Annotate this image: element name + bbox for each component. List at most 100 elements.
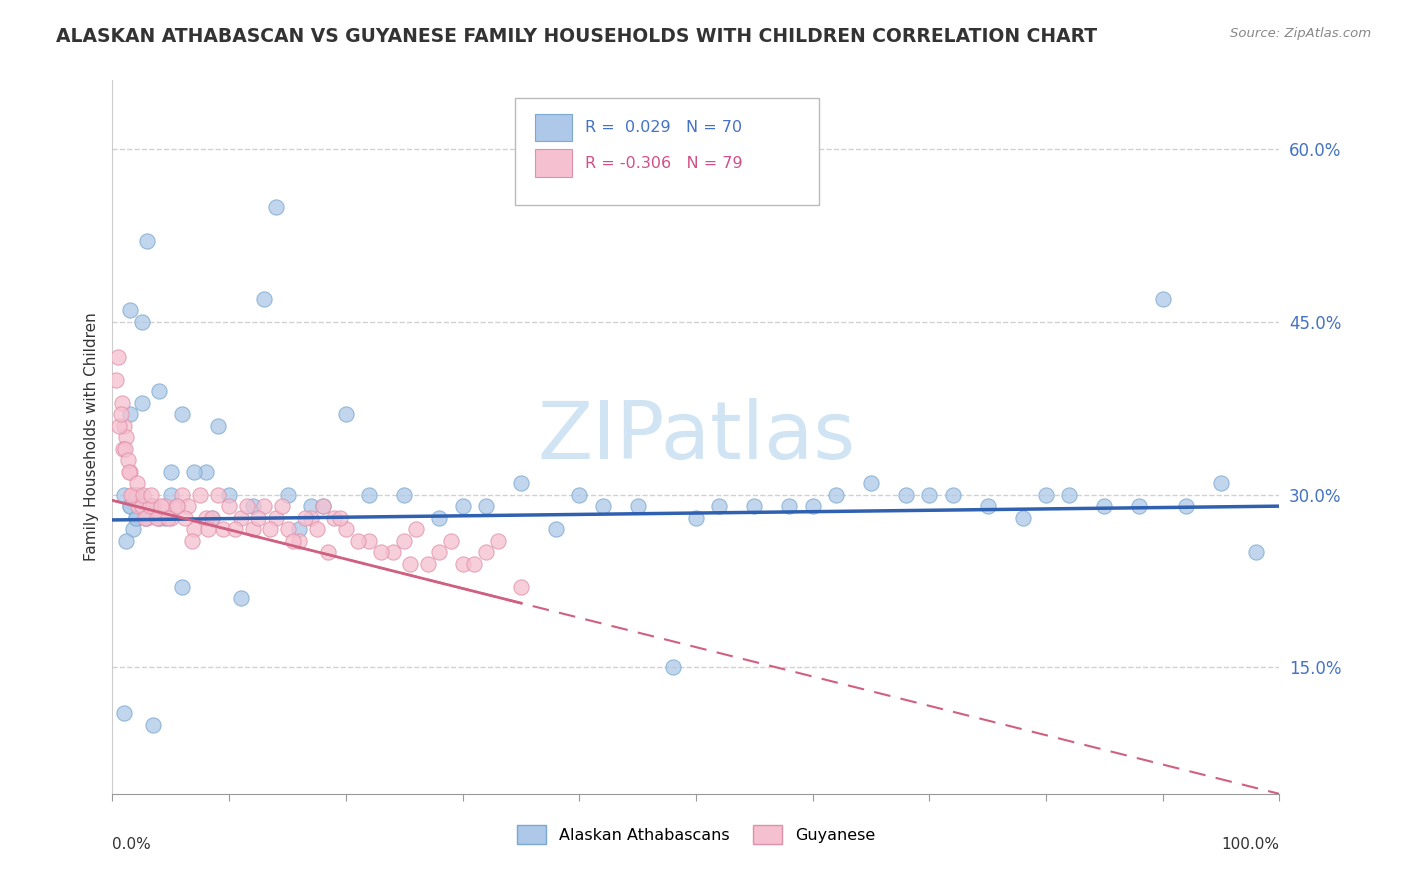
Point — [305, 522, 328, 536]
Point — [160, 510, 183, 524]
Point — [118, 499, 141, 513]
Point — [183, 465, 205, 479]
Point — [475, 499, 498, 513]
Point — [112, 418, 135, 433]
Point — [451, 557, 474, 571]
Text: 0.0%: 0.0% — [112, 837, 152, 852]
Point — [183, 522, 205, 536]
Point — [115, 430, 138, 444]
Point — [160, 488, 183, 502]
Text: 100.0%: 100.0% — [1222, 837, 1279, 852]
Point — [104, 372, 127, 386]
Text: Source: ZipAtlas.com: Source: ZipAtlas.com — [1230, 27, 1371, 40]
Point — [115, 533, 138, 548]
Point — [427, 510, 450, 524]
Point — [111, 442, 134, 456]
Point — [177, 499, 200, 513]
Point — [118, 465, 141, 479]
Point — [134, 510, 156, 524]
FancyBboxPatch shape — [515, 98, 818, 205]
Point — [172, 580, 194, 594]
Point — [201, 510, 224, 524]
Point — [166, 499, 188, 513]
Point — [172, 488, 194, 502]
Point — [335, 522, 357, 536]
Point — [148, 384, 170, 398]
Point — [627, 499, 650, 513]
Point — [253, 499, 276, 513]
Point — [1094, 499, 1116, 513]
Point — [253, 292, 276, 306]
Point — [311, 499, 333, 513]
Point — [288, 533, 311, 548]
Point — [451, 499, 474, 513]
Point — [131, 395, 153, 409]
Point — [114, 442, 136, 456]
Point — [127, 488, 149, 502]
Point — [160, 465, 183, 479]
Point — [117, 453, 139, 467]
Point — [218, 488, 240, 502]
Point — [110, 407, 132, 421]
Bar — [534, 150, 572, 177]
Point — [207, 418, 229, 433]
Point — [173, 510, 195, 524]
Point — [801, 499, 824, 513]
Point — [311, 499, 333, 513]
Point — [1059, 488, 1081, 502]
Point — [976, 499, 998, 513]
Point — [139, 499, 162, 513]
Point — [194, 510, 217, 524]
Point — [825, 488, 848, 502]
Point — [661, 660, 683, 674]
Point — [118, 303, 141, 318]
Point — [212, 522, 235, 536]
Point — [107, 350, 129, 364]
Point — [118, 407, 141, 421]
Point — [276, 488, 298, 502]
Point — [709, 499, 731, 513]
Point — [1128, 499, 1150, 513]
Point — [288, 522, 311, 536]
Point — [108, 418, 131, 433]
Point — [942, 488, 965, 502]
Point — [125, 510, 148, 524]
Text: ALASKAN ATHABASCAN VS GUYANESE FAMILY HOUSEHOLDS WITH CHILDREN CORRELATION CHART: ALASKAN ATHABASCAN VS GUYANESE FAMILY HO… — [56, 27, 1097, 45]
Point — [1211, 476, 1233, 491]
Point — [544, 522, 567, 536]
Point — [270, 499, 292, 513]
Point — [592, 499, 614, 513]
Point — [197, 522, 219, 536]
Point — [440, 533, 463, 548]
Point — [918, 488, 941, 502]
Point — [136, 235, 159, 249]
Bar — [534, 114, 572, 141]
Point — [299, 499, 322, 513]
Point — [153, 499, 176, 513]
Point — [146, 510, 169, 524]
Point — [148, 510, 170, 524]
Point — [229, 591, 252, 606]
Text: R = -0.306   N = 79: R = -0.306 N = 79 — [585, 155, 742, 170]
Point — [120, 488, 142, 502]
Point — [150, 499, 173, 513]
Point — [157, 510, 180, 524]
Point — [1011, 510, 1033, 524]
Point — [134, 510, 156, 524]
Point — [394, 488, 416, 502]
Point — [370, 545, 392, 559]
Point — [259, 522, 281, 536]
Legend: Alaskan Athabascans, Guyanese: Alaskan Athabascans, Guyanese — [510, 819, 882, 850]
Point — [509, 580, 531, 594]
Point — [323, 510, 346, 524]
Point — [509, 476, 531, 491]
Point — [685, 510, 707, 524]
Point — [207, 488, 229, 502]
Point — [778, 499, 800, 513]
Point — [283, 533, 305, 548]
Point — [359, 488, 381, 502]
Point — [744, 499, 766, 513]
Point — [894, 488, 917, 502]
Point — [136, 510, 159, 524]
Point — [264, 510, 287, 524]
